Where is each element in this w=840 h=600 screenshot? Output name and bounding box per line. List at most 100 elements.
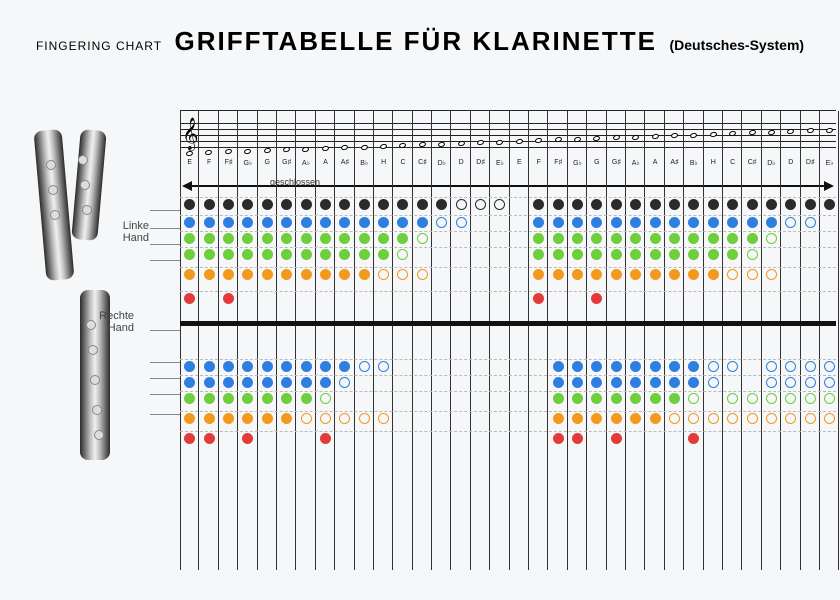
fingering-cell xyxy=(548,292,567,305)
fingering-cell xyxy=(471,268,490,281)
closed-hole-icon xyxy=(553,377,564,388)
fingering-cell xyxy=(607,392,626,405)
closed-hole-icon xyxy=(669,393,680,404)
closed-hole-icon xyxy=(591,217,602,228)
closed-hole-icon xyxy=(281,233,292,244)
closed-hole-icon xyxy=(611,249,622,260)
fingering-cell xyxy=(820,376,839,389)
open-hole-icon xyxy=(456,199,467,210)
fingering-cell xyxy=(471,216,490,229)
fingering-cell xyxy=(645,248,664,261)
fingering-cell xyxy=(742,376,761,389)
closed-hole-icon xyxy=(553,199,564,210)
closed-hole-icon xyxy=(591,293,602,304)
closed-hole-icon xyxy=(747,199,758,210)
connector-line xyxy=(150,228,180,229)
closed-hole-icon xyxy=(630,199,641,210)
fingering-cell xyxy=(219,216,238,229)
fingering-cell xyxy=(704,268,723,281)
fingering-cell xyxy=(258,392,277,405)
fingering-cell xyxy=(510,268,529,281)
closed-hole-icon xyxy=(359,249,370,260)
fingering-cell xyxy=(529,412,548,425)
closed-hole-icon xyxy=(688,249,699,260)
fingering-cell xyxy=(374,198,393,211)
fingering-cell xyxy=(238,292,257,305)
closed-hole-icon xyxy=(436,199,447,210)
fingering-cell xyxy=(684,432,703,445)
fingering-cell xyxy=(587,292,606,305)
closed-hole-icon xyxy=(533,199,544,210)
fingering-cell xyxy=(316,392,335,405)
fingering-cell xyxy=(645,360,664,373)
clarinet-upper-joint xyxy=(34,129,75,281)
open-hole-icon xyxy=(436,217,447,228)
clarinet-key-icon xyxy=(48,185,58,195)
fingering-cell xyxy=(626,216,645,229)
fingering-cell xyxy=(587,268,606,281)
fingering-cell xyxy=(316,268,335,281)
fingering-cell xyxy=(665,268,684,281)
fingering-cell xyxy=(413,412,432,425)
fingering-cell xyxy=(335,216,354,229)
fingering-cell xyxy=(451,248,470,261)
closed-hole-icon xyxy=(572,249,583,260)
fingering-cell xyxy=(762,412,781,425)
fingering-cell xyxy=(704,216,723,229)
clarinet-key-icon xyxy=(46,160,56,170)
open-hole-icon xyxy=(339,377,350,388)
fingering-cell xyxy=(684,360,703,373)
fingering-cell xyxy=(704,292,723,305)
fingering-cell xyxy=(219,248,238,261)
fingering-cell xyxy=(510,292,529,305)
fingering-cell xyxy=(471,198,490,211)
fingering-cell xyxy=(296,292,315,305)
closed-hole-icon xyxy=(611,413,622,424)
fingering-cell xyxy=(374,268,393,281)
fingering-row xyxy=(180,411,836,425)
fingering-cell xyxy=(626,248,645,261)
fingering-cell xyxy=(355,392,374,405)
closed-hole-icon xyxy=(688,233,699,244)
fingering-cell xyxy=(374,292,393,305)
fingering-cell xyxy=(762,292,781,305)
fingering-cell xyxy=(413,392,432,405)
fingering-cell xyxy=(510,232,529,245)
fingering-cell xyxy=(335,432,354,445)
fingering-cell xyxy=(626,376,645,389)
closed-hole-icon xyxy=(204,199,215,210)
closed-hole-icon xyxy=(242,199,253,210)
fingering-cell xyxy=(587,360,606,373)
fingering-cell xyxy=(801,360,820,373)
open-hole-icon xyxy=(785,217,796,228)
fingering-cell xyxy=(742,198,761,211)
fingering-cell xyxy=(413,198,432,211)
fingering-cell xyxy=(180,216,199,229)
closed-hole-icon xyxy=(242,361,253,372)
fingering-cell xyxy=(820,360,839,373)
closed-hole-icon xyxy=(611,217,622,228)
fingering-cell xyxy=(432,392,451,405)
fingering-row xyxy=(180,215,836,229)
fingering-cell xyxy=(704,412,723,425)
fingering-cell xyxy=(316,292,335,305)
subtitle: FINGERING CHART xyxy=(36,39,162,53)
fingering-cell xyxy=(219,268,238,281)
closed-hole-icon xyxy=(766,199,777,210)
closed-hole-icon xyxy=(650,233,661,244)
closed-hole-icon xyxy=(650,199,661,210)
connector-line xyxy=(150,394,180,395)
closed-hole-icon xyxy=(417,217,428,228)
fingering-cell xyxy=(413,232,432,245)
fingering-cell xyxy=(742,292,761,305)
closed-hole-icon xyxy=(223,293,234,304)
fingering-cell xyxy=(180,292,199,305)
fingering-cell xyxy=(568,412,587,425)
fingering-cell xyxy=(568,392,587,405)
closed-hole-icon xyxy=(184,413,195,424)
open-hole-icon xyxy=(747,393,758,404)
closed-hole-icon xyxy=(553,217,564,228)
closed-hole-icon xyxy=(242,249,253,260)
closed-hole-icon xyxy=(184,361,195,372)
fingering-cell xyxy=(296,376,315,389)
